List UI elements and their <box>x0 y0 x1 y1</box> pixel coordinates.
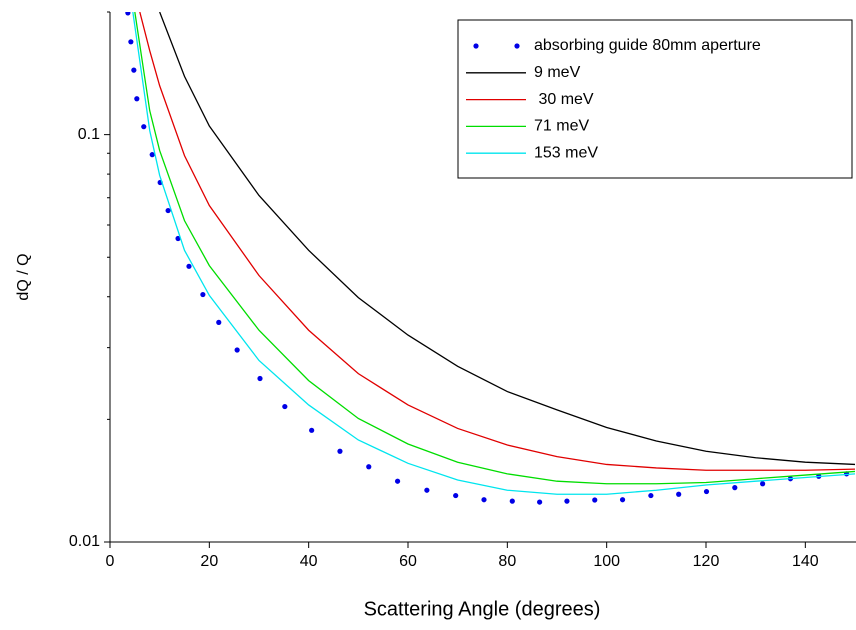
data-point <box>131 67 137 73</box>
data-point <box>282 403 288 410</box>
data-point <box>257 375 263 382</box>
x-tick-label: 40 <box>300 553 318 570</box>
x-axis-title: Scattering Angle (degrees) <box>364 598 601 620</box>
legend-label: 71 meV <box>534 118 589 135</box>
data-point <box>592 497 598 503</box>
legend-label: 153 meV <box>534 144 598 161</box>
legend-marker <box>514 43 520 49</box>
data-point <box>125 12 131 16</box>
legend-label: absorbing guide 80mm aperture <box>534 37 761 54</box>
data-point <box>509 498 515 504</box>
data-point <box>216 319 222 325</box>
data-point <box>128 39 134 45</box>
data-point <box>648 492 654 499</box>
data-point <box>234 347 240 353</box>
legend-label: 30 meV <box>534 91 594 108</box>
data-point <box>676 491 682 497</box>
data-point <box>149 152 155 158</box>
data-point <box>619 497 626 503</box>
data-point <box>141 124 147 130</box>
data-point <box>537 499 543 505</box>
data-point <box>175 235 181 242</box>
plot-area <box>125 12 856 505</box>
data-point <box>424 487 430 493</box>
x-tick-label: 100 <box>593 553 620 570</box>
x-tick-label: 80 <box>498 553 516 570</box>
x-tick-label: 20 <box>200 553 218 570</box>
data-point <box>200 291 206 298</box>
y-axis-title: dQ / Q <box>15 253 32 300</box>
data-point <box>481 497 487 503</box>
legend-marker <box>473 43 479 49</box>
data-point <box>394 478 401 484</box>
data-point <box>453 492 459 499</box>
x-tick-label: 0 <box>106 553 115 570</box>
data-point <box>309 427 315 433</box>
data-point <box>564 498 570 504</box>
series-line <box>139 12 856 471</box>
data-point <box>366 464 372 470</box>
data-point <box>337 448 343 454</box>
y-tick-label: 0.1 <box>78 126 100 143</box>
series-line <box>159 12 856 466</box>
data-point <box>703 488 710 495</box>
data-point <box>186 263 192 269</box>
x-tick-label: 120 <box>693 553 720 570</box>
x-tick-label: 60 <box>399 553 417 570</box>
series-line <box>132 12 856 495</box>
legend-label: 9 meV <box>534 64 581 81</box>
series-line <box>134 12 856 485</box>
x-tick-label: 140 <box>792 553 819 570</box>
data-point <box>134 96 140 102</box>
data-point <box>165 207 171 214</box>
data-point <box>732 485 738 491</box>
y-tick-label: 0.01 <box>69 533 100 550</box>
data-point <box>760 481 766 487</box>
